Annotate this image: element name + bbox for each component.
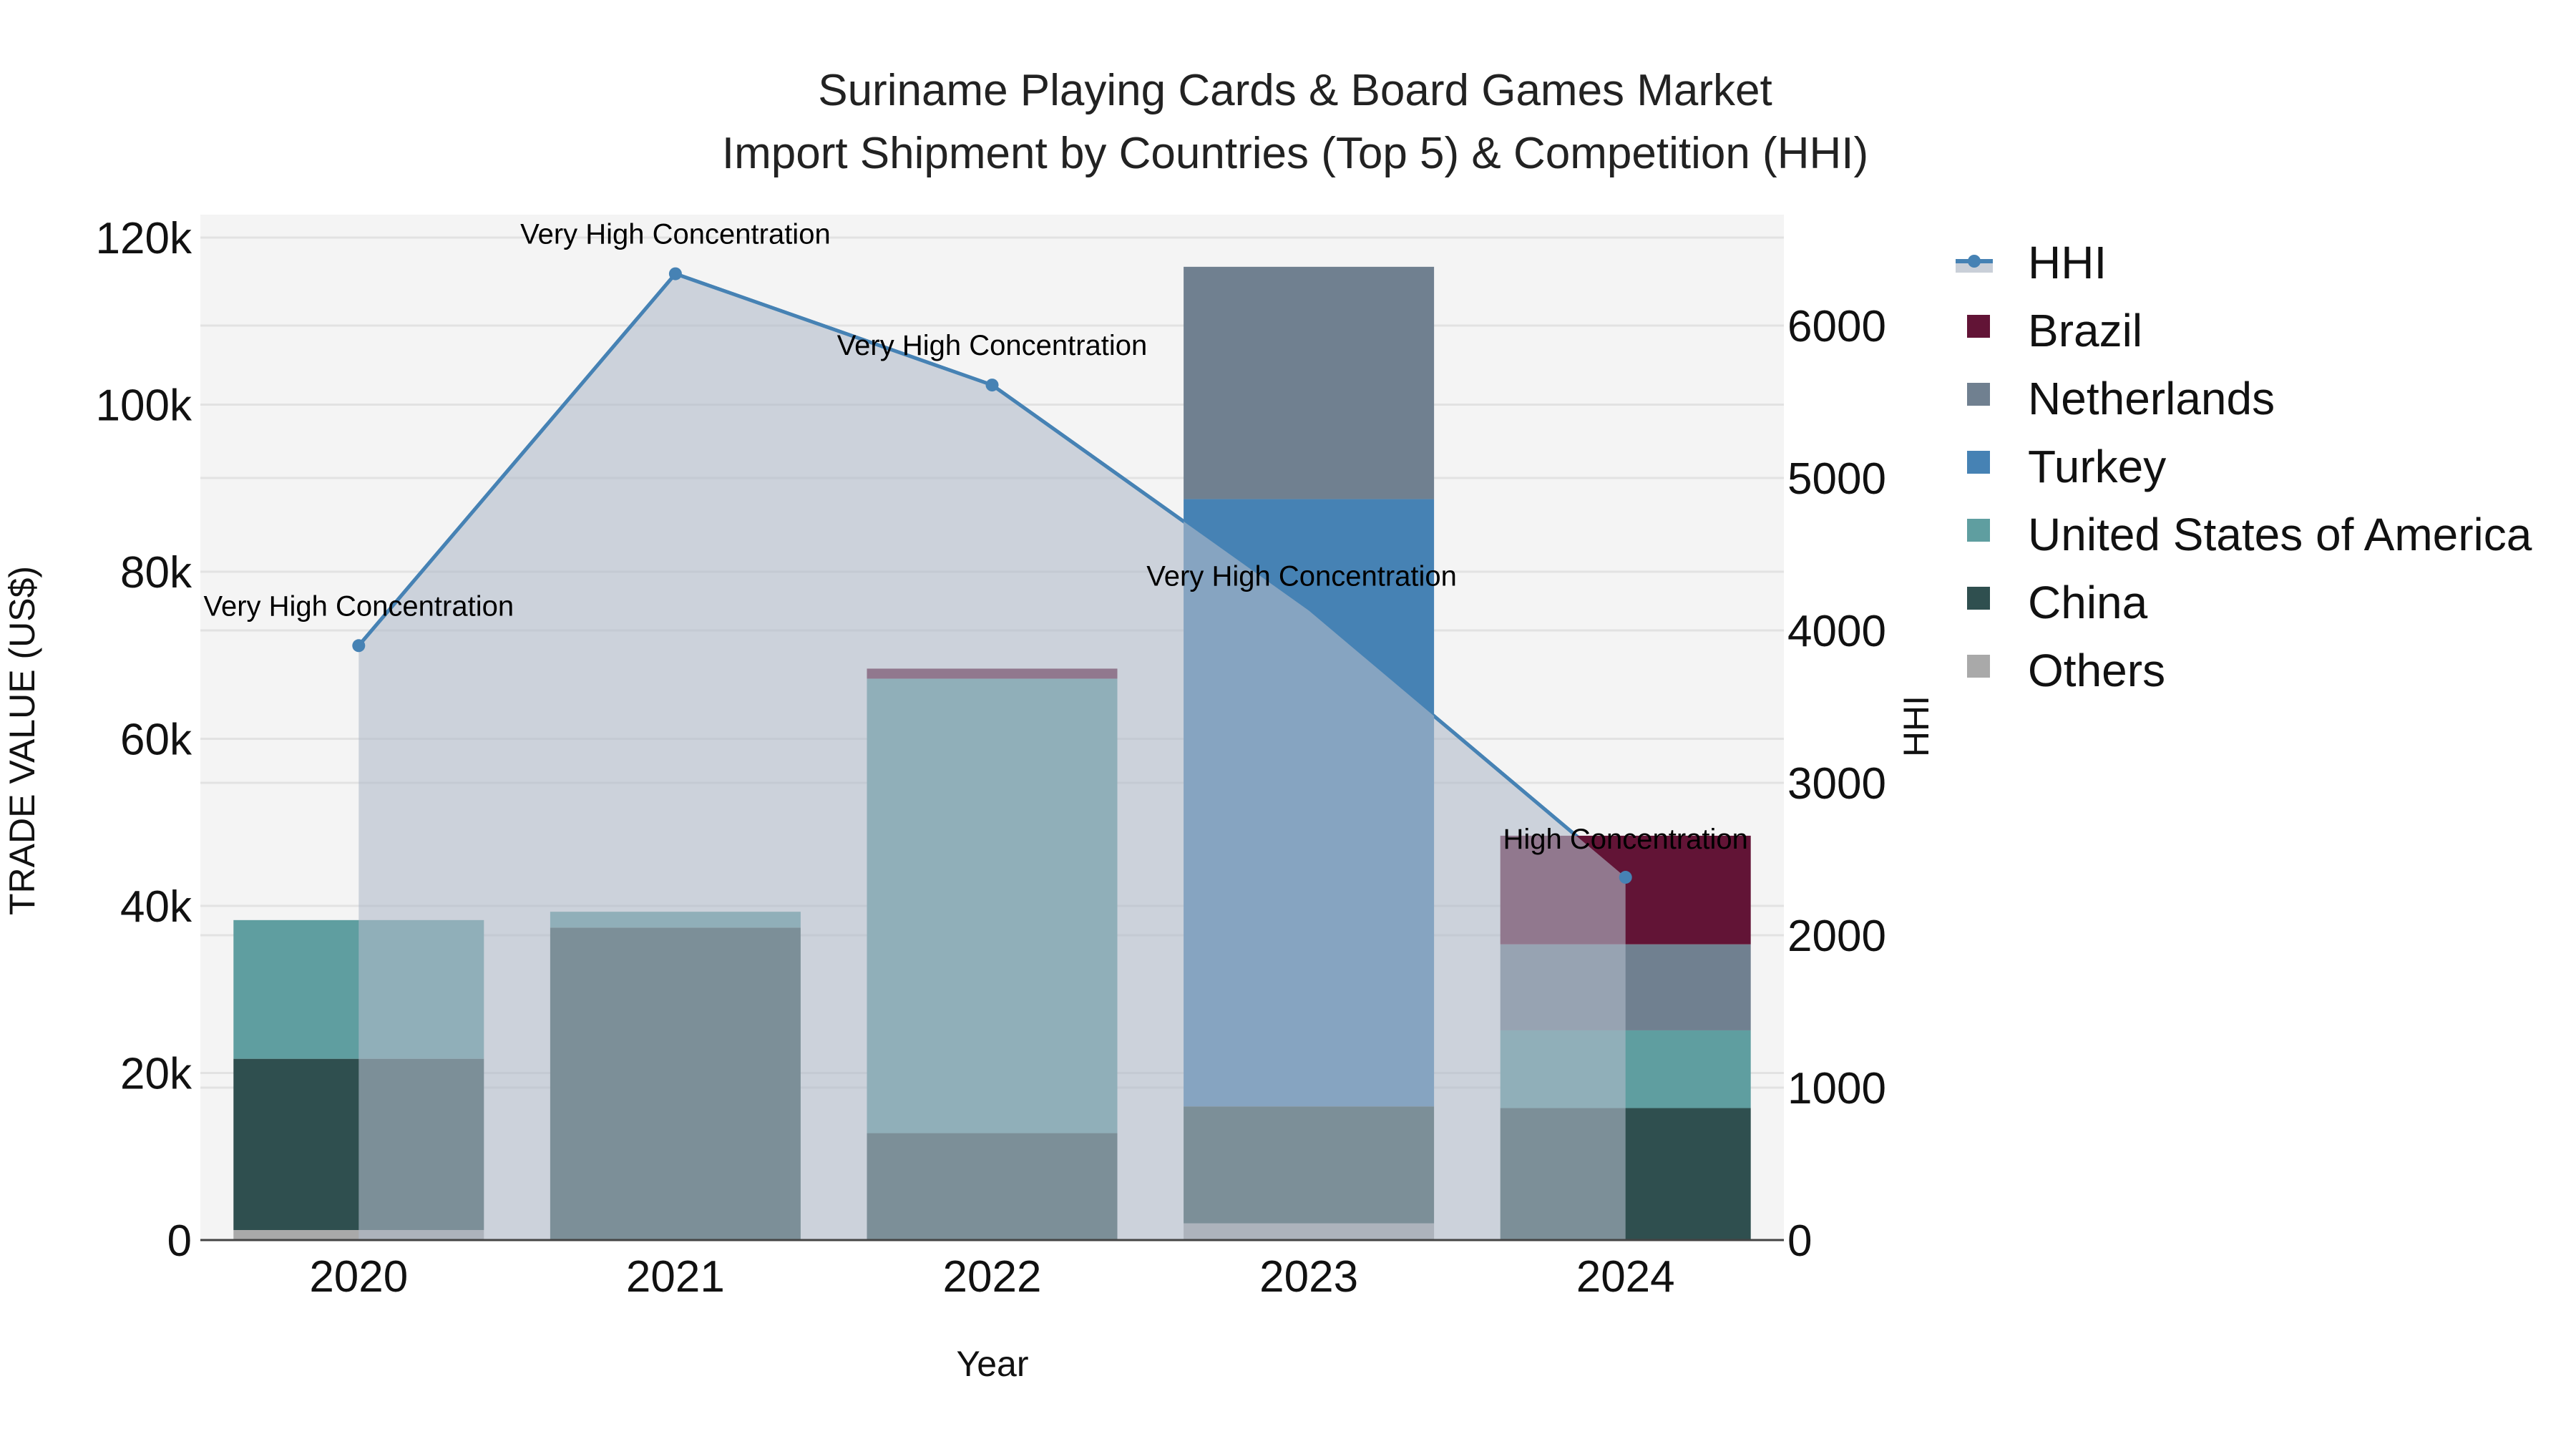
y-right-axis-title: HHI	[1896, 696, 1936, 757]
hhi-marker[interactable]	[985, 379, 999, 392]
legend-item-brazil[interactable]: Brazil	[1967, 305, 2142, 356]
legend-item-china[interactable]: China	[1967, 577, 2148, 628]
y-left-tick: 120k	[96, 214, 192, 263]
legend-item-turkey[interactable]: Turkey	[1967, 441, 2166, 492]
y-right-tick: 2000	[1787, 912, 1886, 961]
chart-title-line1: Suriname Playing Cards & Board Games Mar…	[818, 66, 1772, 115]
legend-swatch-icon	[1967, 655, 1990, 678]
legend-swatch-icon	[1967, 587, 1990, 610]
x-tick: 2024	[1576, 1252, 1675, 1302]
legend-swatch-icon	[1967, 519, 1990, 542]
y-right-tick: 6000	[1787, 302, 1886, 351]
x-tick: 2021	[626, 1252, 725, 1302]
hhi-marker[interactable]	[352, 639, 366, 653]
y-left-tick: 80k	[120, 548, 192, 597]
legend-item-hhi[interactable]: HHI	[1956, 237, 2107, 288]
hhi-annotation: Very High Concentration	[1146, 560, 1457, 592]
x-tick: 2022	[943, 1252, 1042, 1302]
hhi-annotation: Very High Concentration	[204, 590, 514, 622]
y-right-tick: 1000	[1787, 1064, 1886, 1113]
chart-title-line2: Import Shipment by Countries (Top 5) & C…	[722, 129, 1868, 178]
legend-label: Others	[2028, 645, 2165, 696]
y-right-tick: 0	[1787, 1216, 1812, 1266]
legend-label: United States of America	[2028, 509, 2532, 560]
legend-swatch-icon	[1967, 451, 1990, 474]
y-left-tick: 40k	[120, 882, 192, 932]
legend-swatch-icon	[1967, 315, 1990, 338]
x-ticks: 2020 2021 2022 2023 2024	[309, 1252, 1674, 1302]
hhi-marker[interactable]	[668, 267, 682, 280]
legend-label: Turkey	[2028, 441, 2166, 492]
y-left-tick: 100k	[96, 381, 192, 431]
bar-segment-netherlands[interactable]	[1184, 266, 1435, 499]
y-right-tick: 4000	[1787, 607, 1886, 656]
legend-label: HHI	[2028, 237, 2107, 288]
x-tick: 2023	[1259, 1252, 1358, 1302]
hhi-annotation: Very High Concentration	[837, 330, 1148, 361]
hhi-annotation: High Concentration	[1503, 824, 1747, 855]
y-left-tick: 60k	[120, 716, 192, 765]
legend-marker-icon	[1968, 255, 1981, 268]
legend[interactable]: HHI Brazil Netherlands Turkey United States …	[1956, 237, 2532, 696]
y-right-tick: 5000	[1787, 454, 1886, 504]
y-right-ticks: 0 1000 2000 3000 4000 5000 6000	[1787, 302, 1886, 1266]
legend-label: Netherlands	[2028, 373, 2275, 424]
y-left-ticks: 0 20k 40k 60k 80k 100k 120k	[96, 214, 192, 1266]
legend-item-united-states-of-america[interactable]: United States of America	[1967, 509, 2532, 560]
legend-label: China	[2028, 577, 2148, 628]
hhi-annotations: Very High Concentration Very High Concent…	[204, 219, 1748, 855]
hhi-marker[interactable]	[1619, 871, 1632, 884]
x-axis-title: Year	[956, 1344, 1028, 1384]
y-left-tick: 20k	[120, 1050, 192, 1099]
legend-item-netherlands[interactable]: Netherlands	[1967, 373, 2275, 424]
x-tick: 2020	[309, 1252, 408, 1302]
hhi-area-fill	[358, 273, 1626, 1241]
legend-item-others[interactable]: Others	[1967, 645, 2165, 696]
hhi-annotation: Very High Concentration	[520, 219, 831, 250]
y-left-axis-title: TRADE VALUE (US$)	[2, 566, 42, 915]
y-left-tick: 0	[167, 1216, 192, 1266]
y-right-tick: 3000	[1787, 759, 1886, 809]
legend-swatch-icon	[1967, 383, 1990, 406]
legend-label: Brazil	[2028, 305, 2142, 356]
